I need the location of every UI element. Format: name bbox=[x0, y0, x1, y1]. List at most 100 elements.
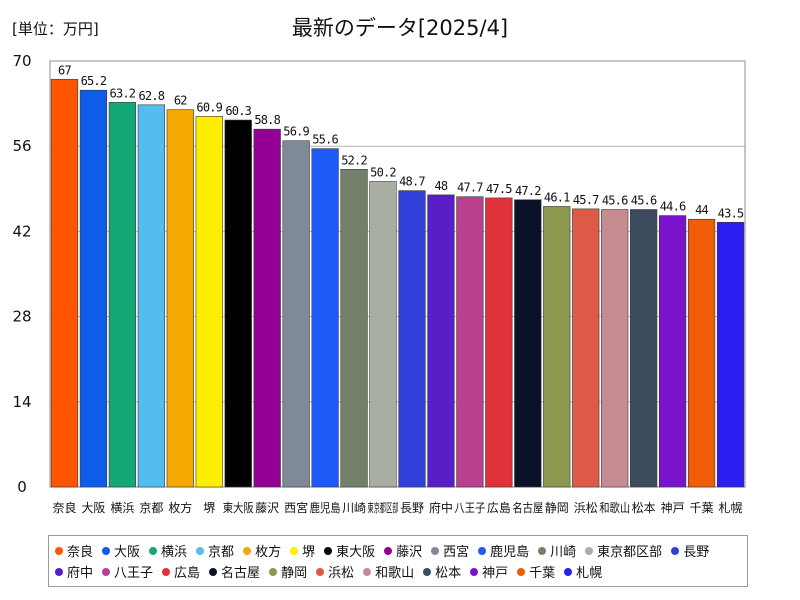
data-label: 65.2 bbox=[81, 74, 107, 88]
legend-marker bbox=[55, 567, 63, 576]
x-tick-label: 名古屋 bbox=[512, 500, 543, 515]
data-label: 48 bbox=[435, 179, 448, 193]
legend-label: 川崎 bbox=[550, 545, 577, 560]
legend-marker bbox=[431, 546, 440, 555]
data-label: 52.2 bbox=[341, 153, 367, 167]
bar bbox=[50, 78, 79, 488]
legend: 奈良 大阪 横浜 京都 枚方 堺 東大阪 藤沢 西宮 鹿児島 川崎 東京都区部 長野 府中 八王子 広島 名古屋… bbox=[48, 535, 748, 587]
bar bbox=[137, 104, 165, 488]
data-label: 63.2 bbox=[110, 86, 136, 100]
legend-marker bbox=[269, 567, 278, 576]
bar bbox=[630, 209, 658, 488]
legend-marker bbox=[102, 546, 111, 555]
data-label: 55.6 bbox=[312, 133, 338, 147]
plot-area bbox=[50, 61, 745, 487]
legend-marker bbox=[478, 546, 487, 555]
legend-marker bbox=[517, 567, 526, 576]
legend-marker bbox=[196, 546, 205, 555]
bar bbox=[195, 116, 223, 488]
legend-marker bbox=[243, 546, 252, 555]
x-tick-label: 鹿児島 bbox=[310, 500, 341, 515]
data-label: 47.5 bbox=[486, 182, 512, 196]
data-label: 47.2 bbox=[515, 184, 541, 198]
legend-item: 堺 bbox=[290, 540, 315, 561]
legend-marker bbox=[290, 546, 299, 555]
legend-marker bbox=[363, 567, 372, 576]
y-tick-label: 56 bbox=[12, 137, 31, 155]
x-tick-label: 藤沢 bbox=[255, 501, 279, 515]
legend-item: 府中 bbox=[55, 561, 93, 582]
legend-item: 京都 bbox=[196, 540, 234, 561]
legend-item: 名古屋 bbox=[209, 561, 260, 582]
legend-marker bbox=[316, 567, 325, 576]
bar bbox=[79, 89, 108, 488]
x-tick-label: 札幌 bbox=[719, 500, 743, 515]
y-tick-label: 28 bbox=[12, 308, 31, 326]
data-label: 48.7 bbox=[399, 175, 425, 189]
legend-marker bbox=[149, 546, 158, 555]
x-tick-label: 静岡 bbox=[545, 501, 569, 515]
bar bbox=[427, 194, 455, 488]
bar bbox=[543, 206, 571, 488]
legend-marker bbox=[102, 567, 111, 576]
legend-item: 枚方 bbox=[243, 540, 281, 561]
legend-item: 八王子 bbox=[102, 561, 153, 582]
legend-label: 枚方 bbox=[255, 545, 282, 560]
legend-label: 千葉 bbox=[529, 566, 556, 581]
data-label: 60.9 bbox=[196, 100, 222, 114]
legend-item: 長野 bbox=[671, 540, 709, 561]
y-tick-label: 0 bbox=[17, 478, 27, 496]
bar bbox=[398, 190, 426, 488]
x-tick-label: 松本 bbox=[632, 501, 656, 515]
legend-item: 松本 bbox=[423, 561, 461, 582]
data-label: 44 bbox=[695, 203, 708, 217]
data-label: 62 bbox=[174, 94, 187, 108]
data-label: 47.7 bbox=[457, 181, 483, 195]
x-tick-label: 神戸 bbox=[661, 501, 685, 515]
legend-label: 八王子 bbox=[114, 566, 154, 581]
data-label: 67 bbox=[58, 63, 71, 77]
x-tick-label: 八王子 bbox=[454, 501, 485, 515]
legend-marker bbox=[423, 567, 432, 576]
legend-marker bbox=[564, 567, 573, 576]
plot-border bbox=[49, 60, 746, 488]
data-label: 62.8 bbox=[139, 89, 165, 103]
legend-item: 東京都区部 bbox=[585, 540, 662, 561]
legend-label: 神戸 bbox=[482, 566, 509, 581]
legend-label: 西宮 bbox=[443, 545, 470, 560]
legend-label: 長野 bbox=[683, 545, 710, 560]
legend-label: 藤沢 bbox=[396, 545, 423, 560]
legend-item: 川崎 bbox=[538, 540, 576, 561]
bar bbox=[369, 181, 397, 488]
legend-label: 松本 bbox=[435, 566, 462, 581]
legend-item: 奈良 bbox=[55, 540, 93, 561]
legend-label: 名古屋 bbox=[221, 566, 261, 581]
data-label: 50.2 bbox=[370, 165, 396, 179]
legend-label: 和歌山 bbox=[375, 566, 415, 581]
x-tick-label: 西宮 bbox=[284, 500, 308, 515]
data-label: 56.9 bbox=[283, 125, 309, 139]
x-tick-label: 長野 bbox=[400, 501, 424, 515]
legend-label: 府中 bbox=[67, 566, 94, 581]
data-label: 43.5 bbox=[718, 206, 744, 220]
bar bbox=[166, 109, 194, 488]
bar bbox=[108, 102, 137, 488]
y-tick-label: 42 bbox=[12, 222, 31, 240]
x-tick-label: 和歌山 bbox=[599, 500, 630, 515]
x-tick-label: 京都 bbox=[139, 501, 163, 515]
data-label: 46.1 bbox=[544, 190, 570, 204]
bar bbox=[224, 119, 252, 488]
legend-item: 横浜 bbox=[149, 540, 187, 561]
legend-marker bbox=[55, 546, 63, 555]
unit-label: [単位：万円] bbox=[12, 20, 99, 38]
legend-label: 横浜 bbox=[161, 545, 188, 560]
data-label: 45.7 bbox=[573, 193, 599, 207]
bar bbox=[514, 199, 542, 488]
legend-item: 神戸 bbox=[470, 561, 508, 582]
legend-label: 堺 bbox=[302, 545, 316, 560]
legend-marker bbox=[538, 546, 547, 555]
legend-marker bbox=[209, 567, 218, 576]
legend-label: 大阪 bbox=[114, 545, 141, 560]
legend-item: 静岡 bbox=[269, 561, 307, 582]
legend-item: 千葉 bbox=[517, 561, 555, 582]
